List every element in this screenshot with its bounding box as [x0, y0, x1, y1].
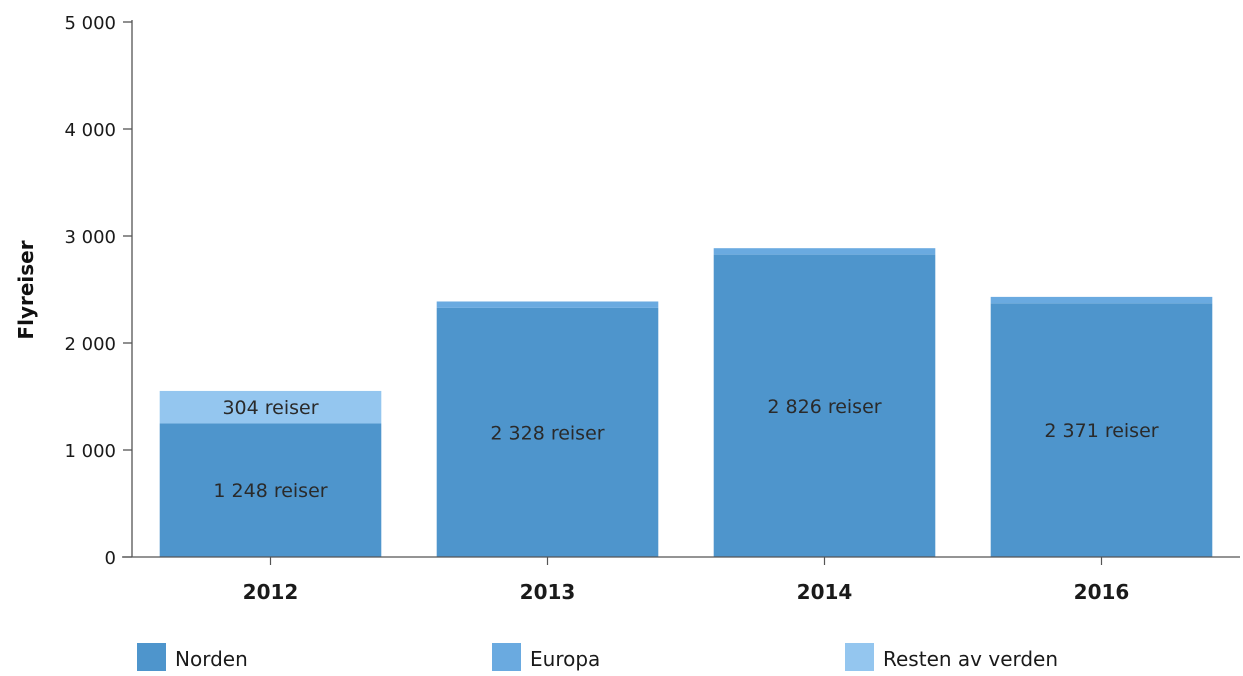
bar-segment: [159, 423, 382, 557]
y-axis: 0 1 000 2 000 3 000 4 000 5 000: [64, 13, 133, 569]
bar-segment: [713, 248, 936, 255]
bar-segment: [436, 307, 659, 557]
bar-segment: [713, 254, 936, 558]
bar-value-label: 2 826 reiser: [767, 396, 881, 418]
legend-item[interactable]: Europa: [492, 643, 600, 671]
x-tick-label: 2013: [520, 580, 576, 604]
x-tick-label: 2014: [797, 580, 853, 604]
y-tick-label: 3 000: [64, 227, 116, 248]
legend-swatch: [492, 643, 521, 671]
bar-segment: [990, 296, 1213, 304]
y-axis-title: Flyreiser: [14, 240, 38, 339]
legend-item[interactable]: Norden: [137, 643, 248, 671]
bar-value-label: 1 248 reiser: [213, 480, 327, 502]
y-tick-label: 2 000: [64, 334, 116, 355]
bar-segment: [159, 390, 382, 424]
bar-value-label: 304 reiser: [222, 397, 318, 419]
y-tick-label: 4 000: [64, 120, 116, 141]
bar-segment: [990, 303, 1213, 557]
x-tick-label: 2016: [1074, 580, 1130, 604]
bar-segment: [436, 301, 659, 308]
legend-swatch: [137, 643, 166, 671]
legend-swatch: [845, 643, 874, 671]
bar-value-label: 2 328 reiser: [490, 422, 604, 444]
x-axis: 2012 2013 2014 2016: [122, 556, 1240, 604]
legend-label: Norden: [175, 647, 248, 671]
bar-value-label: 2 371 reiser: [1044, 420, 1158, 442]
bars: 1 248 reiser 304 reiser 2 328 reiser 2 826 …: [159, 248, 1213, 558]
y-tick-label: 1 000: [64, 441, 116, 462]
legend-item[interactable]: Resten av verden: [845, 643, 1058, 671]
legend-label: Resten av verden: [883, 647, 1058, 671]
legend-label: Europa: [530, 647, 600, 671]
y-tick-label: 5 000: [64, 13, 116, 34]
y-tick-label: 0: [105, 548, 116, 569]
legend: Norden Europa Resten av verden: [137, 643, 1058, 671]
x-tick-label: 2012: [243, 580, 299, 604]
